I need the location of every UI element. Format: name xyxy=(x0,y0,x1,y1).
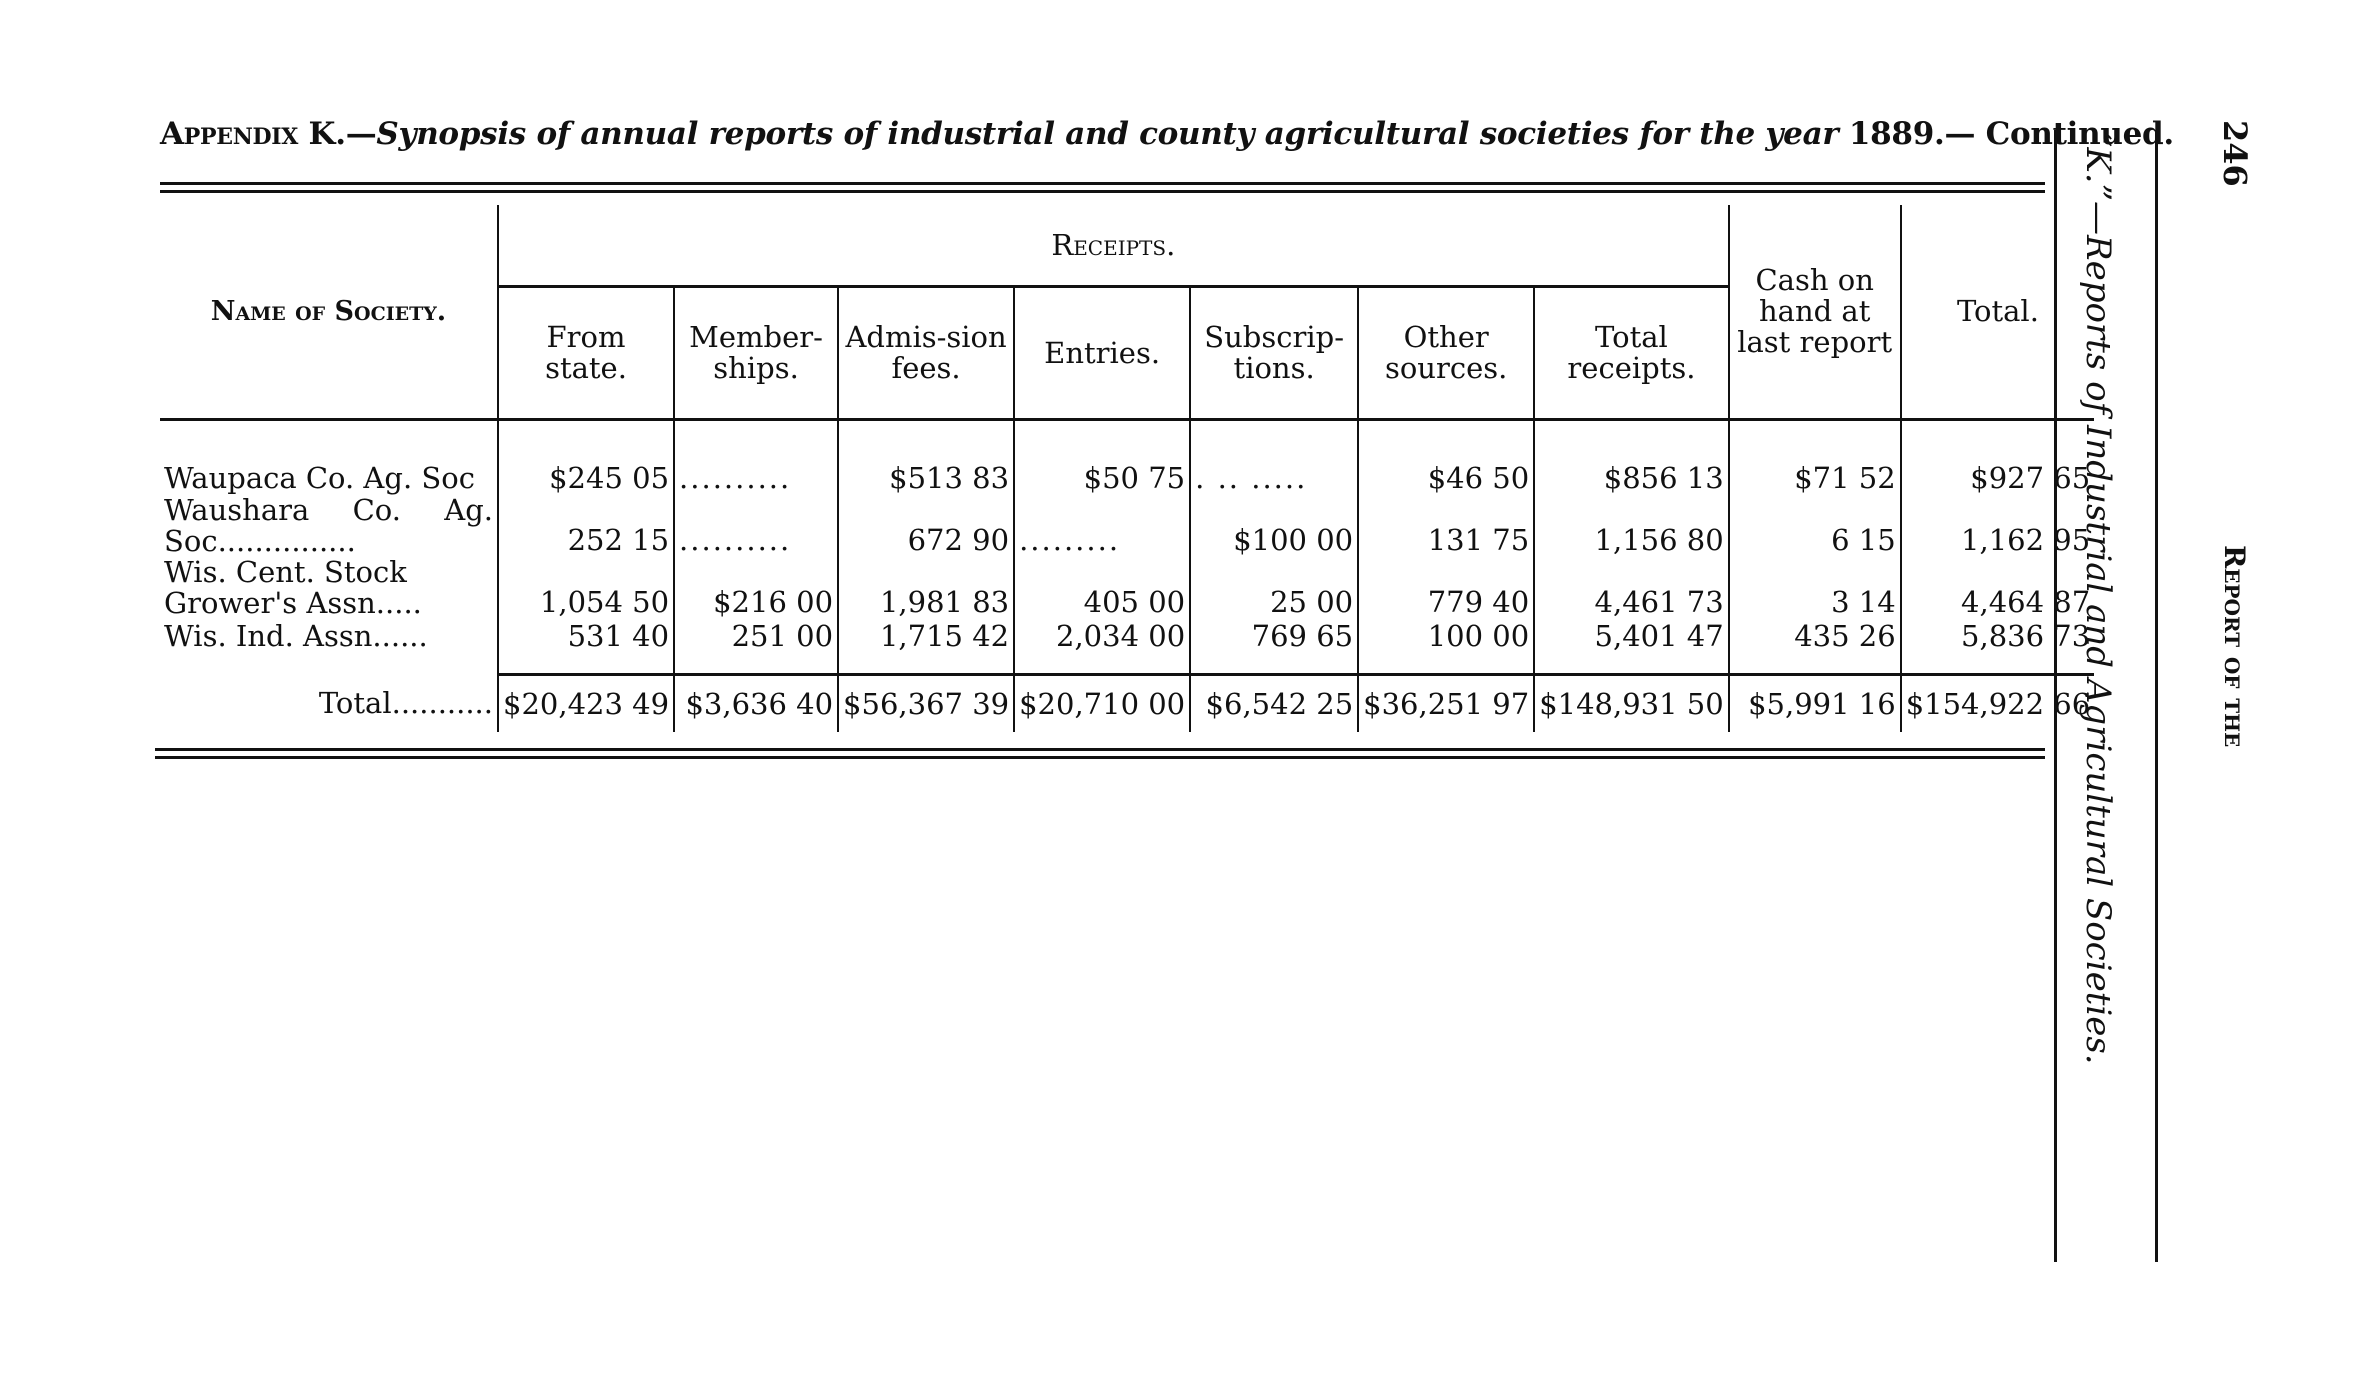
cell: 4,464 87 xyxy=(1899,557,2095,619)
cell: $245 05 xyxy=(496,461,675,495)
table-row: Wis. Ind. Assn...... 531 40 251 00 1,715… xyxy=(160,618,2095,653)
society-name: Wis. Ind. Assn...... xyxy=(164,618,428,653)
cell: 672 90 xyxy=(837,495,1015,557)
header-subscriptions: Subscrip-tions. xyxy=(1189,285,1359,420)
total-cell: $5,991 16 xyxy=(1727,673,1901,732)
total-cell: $154,922 66 xyxy=(1899,673,2095,732)
cell: $50 75 xyxy=(1013,461,1191,495)
cell: . .. ..... xyxy=(1189,461,1359,495)
cell: 5,836 73 xyxy=(1899,619,2095,653)
cell: 131 75 xyxy=(1357,495,1535,557)
cell: 1,156 80 xyxy=(1533,495,1729,557)
header-total: Total. xyxy=(1899,205,2095,420)
society-name: Waushara Co. Ag. Soc............... xyxy=(164,493,493,558)
cell: 5,401 47 xyxy=(1533,619,1729,653)
cell: 779 40 xyxy=(1357,557,1535,619)
bottom-rule-2 xyxy=(155,756,2045,759)
header-total-receipts: Total receipts. xyxy=(1533,285,1729,420)
cell: 4,461 73 xyxy=(1533,557,1729,619)
cell: .......... xyxy=(673,495,839,557)
cell: 1,054 50 xyxy=(496,557,675,619)
cell: $513 83 xyxy=(837,461,1015,495)
header-cash: Cash on hand at last report xyxy=(1727,205,1901,420)
cell: $71 52 xyxy=(1727,461,1901,495)
total-row: Total........... $20,423 49 $3,636 40 $5… xyxy=(160,673,2095,732)
title-text: Synopsis of annual reports of industrial… xyxy=(376,116,1839,152)
page-number: 246 xyxy=(2216,120,2254,187)
top-rule xyxy=(160,182,2045,185)
side-rule-right xyxy=(2155,130,2158,1262)
running-head: Report of the xyxy=(2218,545,2251,748)
cell: 1,981 83 xyxy=(837,557,1015,619)
cell: 6 15 xyxy=(1727,495,1901,557)
cell: 435 26 xyxy=(1727,619,1901,653)
total-cell: $56,367 39 xyxy=(837,673,1015,732)
cell: .......... xyxy=(673,461,839,495)
cell: 531 40 xyxy=(496,619,675,653)
cell: 252 15 xyxy=(496,495,675,557)
page-title: Appendix K.—Synopsis of annual reports o… xyxy=(160,116,2174,152)
synopsis-table: Name of Society. Receipts. Cash on hand … xyxy=(160,205,2095,732)
cell: 3 14 xyxy=(1727,557,1901,619)
cell: $100 00 xyxy=(1189,495,1359,557)
appendix-label: Appendix K. xyxy=(160,116,346,152)
cell: 1,715 42 xyxy=(837,619,1015,653)
table-row: Waushara Co. Ag. Soc............... 252 … xyxy=(160,493,2095,558)
table-row: Wis. Cent. Stock Grower's Assn..... 1,05… xyxy=(160,555,2095,620)
side-rule-left xyxy=(2054,130,2057,1262)
society-name: Waupaca Co. Ag. Soc xyxy=(164,460,475,495)
cell: 100 00 xyxy=(1357,619,1535,653)
total-cell: $20,710 00 xyxy=(1013,673,1191,732)
cell: 1,162 95 xyxy=(1899,495,2095,557)
cell: $216 00 xyxy=(673,557,839,619)
cell: ......... xyxy=(1013,495,1191,557)
total-cell: $20,423 49 xyxy=(496,673,675,732)
header-other: Other sources. xyxy=(1357,285,1535,420)
title-year: 1889. xyxy=(1848,116,1945,152)
total-cell: $6,542 25 xyxy=(1189,673,1359,732)
side-title: “K.”—Reports of Industrial and Agricultu… xyxy=(2078,130,2118,1065)
cell: $46 50 xyxy=(1357,461,1535,495)
table-row: Waupaca Co. Ag. Soc $245 05 .......... $… xyxy=(160,460,2095,495)
total-cell: $3,636 40 xyxy=(673,673,839,732)
cell: 25 00 xyxy=(1189,557,1359,619)
cell: $856 13 xyxy=(1533,461,1729,495)
cell: 2,034 00 xyxy=(1013,619,1191,653)
header-receipts: Receipts. xyxy=(497,205,1729,287)
title-dash: — xyxy=(345,116,377,152)
cell: $927 65 xyxy=(1899,461,2095,495)
title-suffix: — Continued. xyxy=(1944,116,2174,152)
cell: 251 00 xyxy=(673,619,839,653)
total-cell: $36,251 97 xyxy=(1357,673,1535,732)
total-cell: $148,931 50 xyxy=(1533,673,1729,732)
header-name: Name of Society. xyxy=(210,296,447,327)
society-name: Wis. Cent. Stock Grower's Assn..... xyxy=(164,555,422,620)
header-from-state: From state. xyxy=(496,285,675,420)
header-entries: Entries. xyxy=(1013,285,1191,420)
cell: 769 65 xyxy=(1189,619,1359,653)
cell: 405 00 xyxy=(1013,557,1191,619)
top-rule-2 xyxy=(160,190,2045,193)
bottom-rule xyxy=(155,748,2045,751)
header-admission: Admis-sion fees. xyxy=(837,285,1015,420)
total-label: Total........... xyxy=(318,686,493,721)
header-memberships: Member-ships. xyxy=(673,285,839,420)
